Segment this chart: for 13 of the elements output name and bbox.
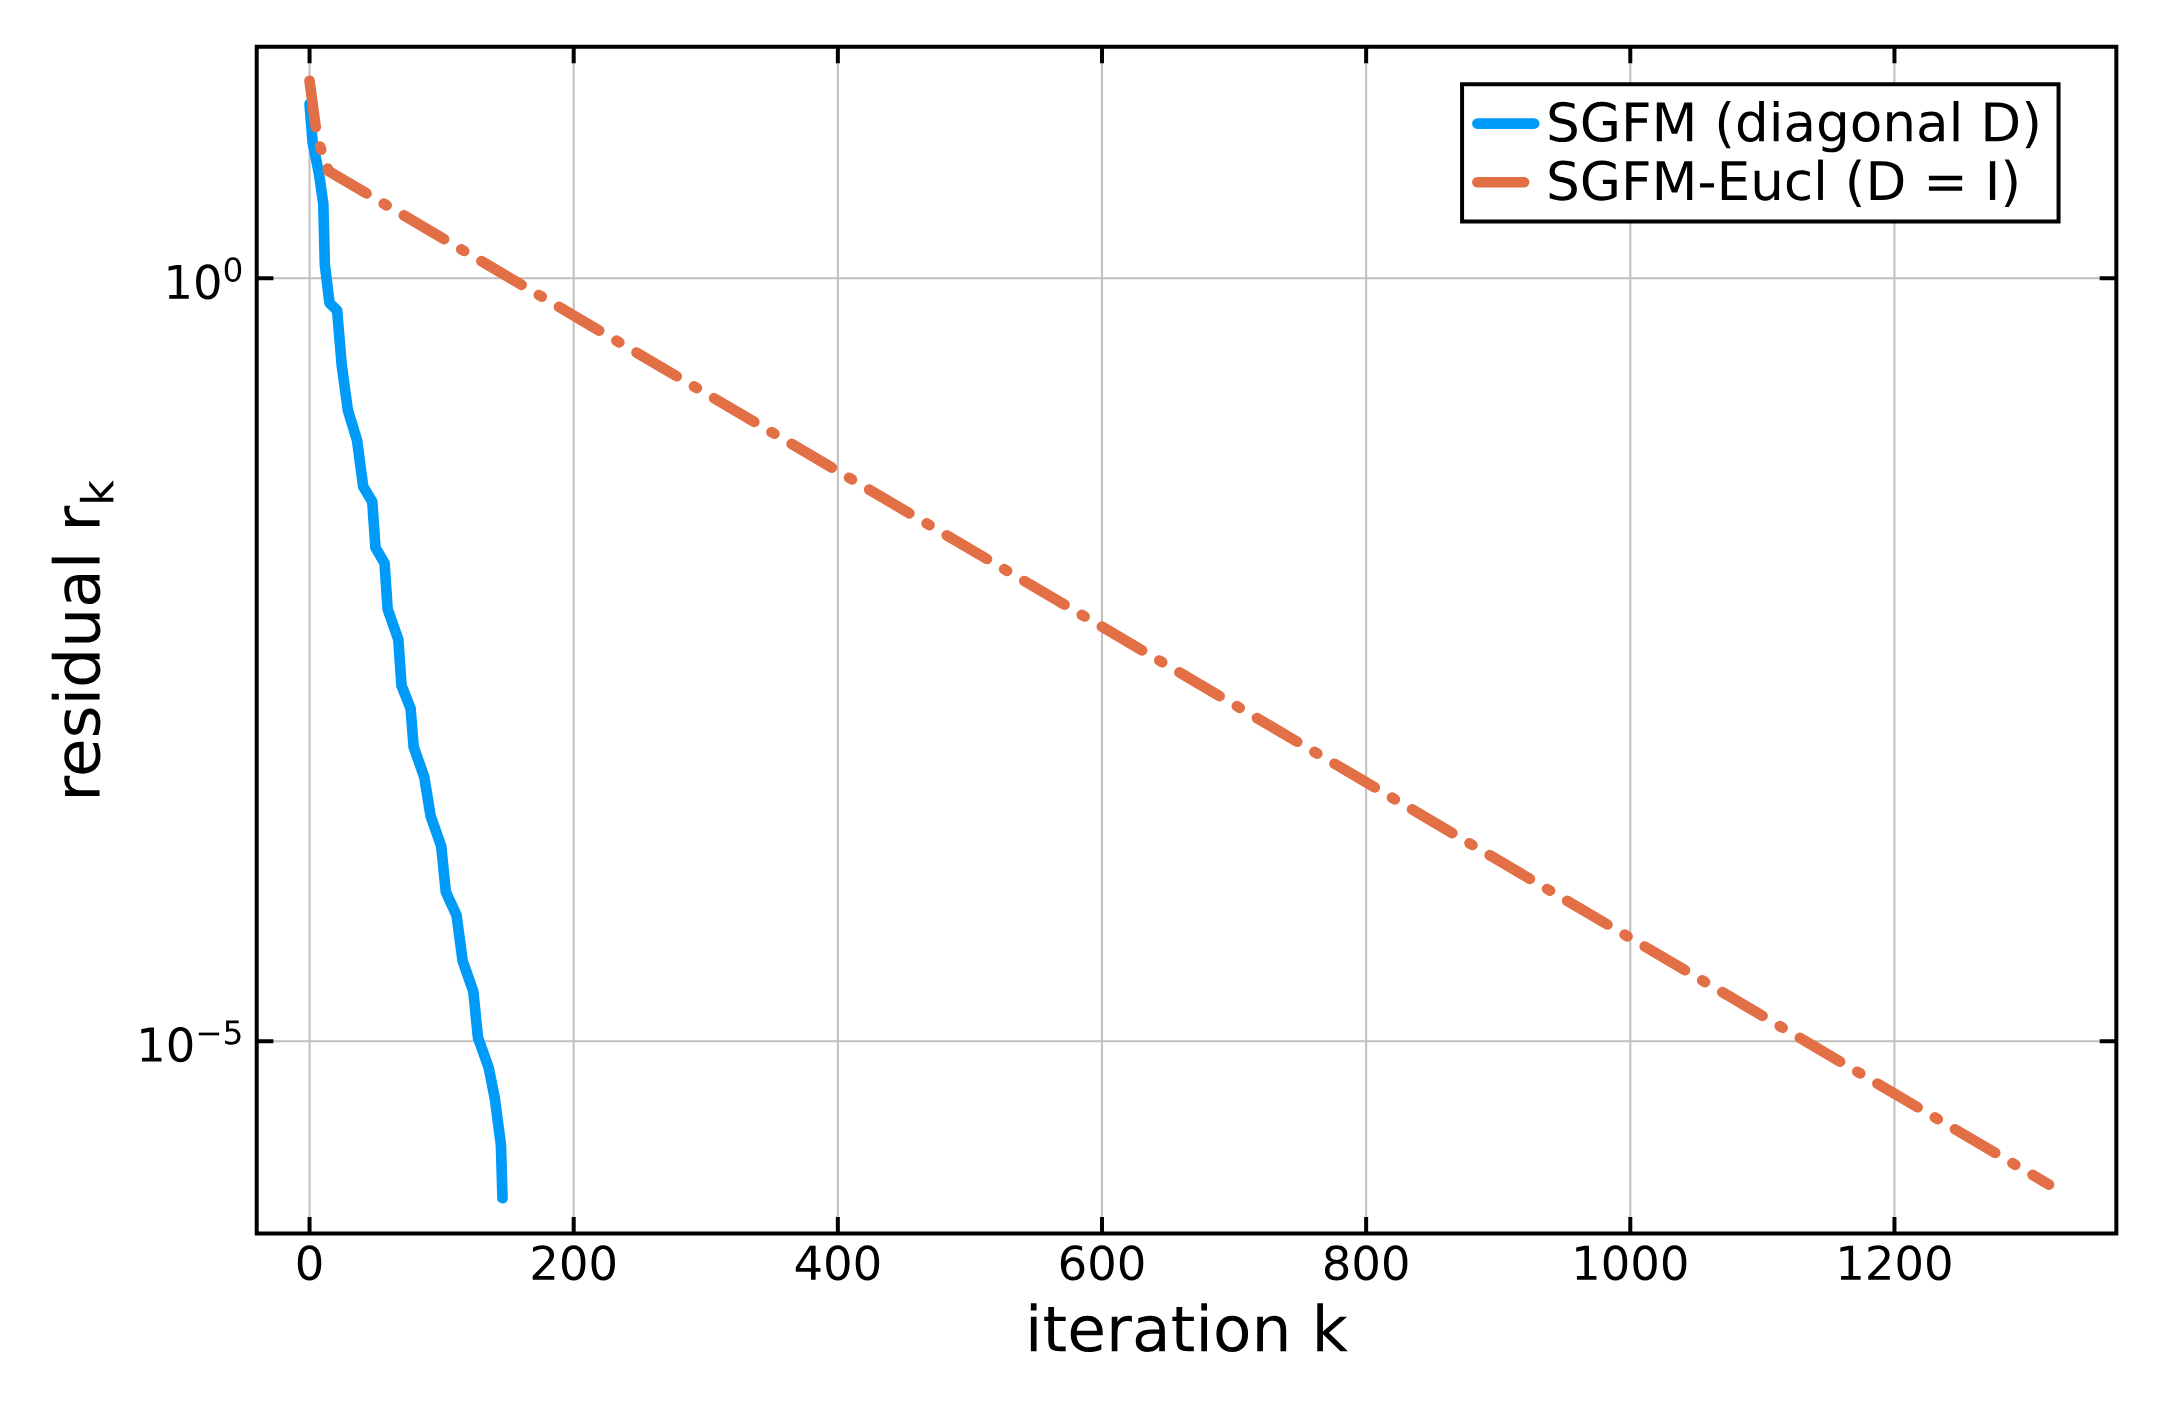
x-tick-label: 1200 xyxy=(1840,1245,1951,1281)
y-axis-title: residual r$_{k}$ xyxy=(51,480,114,797)
x-tick-label: 600 xyxy=(1060,1245,1144,1281)
x-tick-label: 800 xyxy=(1324,1245,1408,1281)
legend-label: SGFM (diagonal D) xyxy=(1549,100,2038,153)
y-tick-label: 10$^{0}$ xyxy=(168,257,242,300)
x-tick-label: 400 xyxy=(795,1245,880,1281)
x-tick-label: 1000 xyxy=(1576,1245,1687,1281)
x-axis-title: iteration k xyxy=(1030,1303,1348,1353)
x-tick-label: 200 xyxy=(532,1245,615,1281)
legend-label: SGFM-Eucl (D = I) xyxy=(1549,159,2017,207)
x-tick-label: 0 xyxy=(297,1245,322,1281)
y-tick-label: 10$^{−5}$ xyxy=(141,1020,241,1063)
